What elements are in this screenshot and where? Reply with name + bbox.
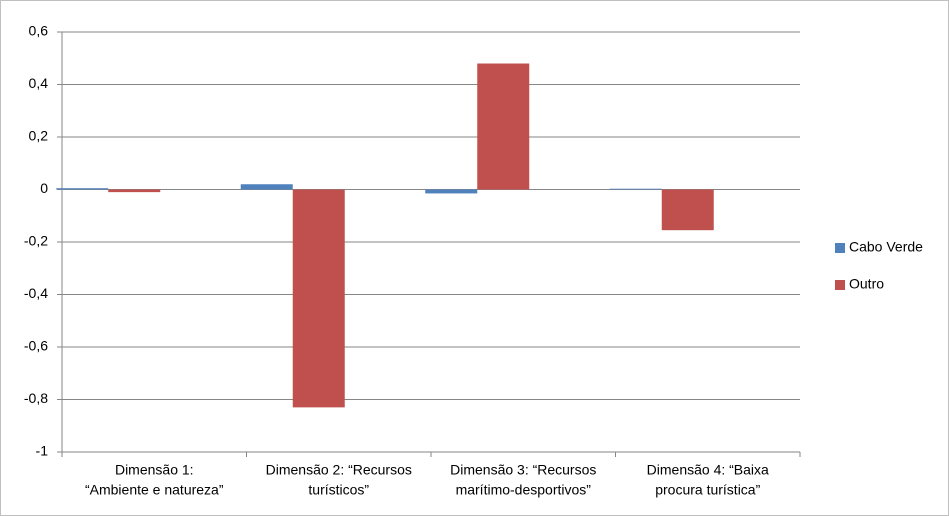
bar xyxy=(425,189,478,194)
bar xyxy=(609,188,662,190)
y-tick-label: 0,6 xyxy=(29,23,49,39)
x-tick-label: Dimensão 2: “Recursos xyxy=(266,462,412,478)
y-tick-label: -0,8 xyxy=(24,390,48,406)
y-tick-label: -0,6 xyxy=(24,338,48,354)
x-tick-label: marítimo-desportivos” xyxy=(456,482,592,498)
bar xyxy=(477,63,530,190)
bar xyxy=(661,189,714,231)
y-tick-label: 0,4 xyxy=(29,75,49,91)
bar xyxy=(56,188,109,190)
x-tick-label: “Ambiente e natureza” xyxy=(85,482,224,498)
bar xyxy=(240,184,293,190)
x-tick-label: Dimensão 3: “Recursos xyxy=(450,462,596,478)
bar xyxy=(292,189,345,408)
legend-label: Outro xyxy=(849,276,884,292)
x-tick-label: Dimensão 1: xyxy=(115,462,194,478)
bar xyxy=(108,189,161,193)
y-tick-label: -1 xyxy=(36,443,49,459)
legend-label: Cabo Verde xyxy=(849,239,923,255)
y-tick-label: -0,2 xyxy=(24,233,48,249)
legend-swatch xyxy=(835,280,845,290)
y-tick-label: 0 xyxy=(40,180,48,196)
x-tick-label: procura turística” xyxy=(655,482,760,498)
x-tick-label: turísticos” xyxy=(308,482,369,498)
legend-swatch xyxy=(835,243,845,253)
y-tick-label: 0,2 xyxy=(29,128,49,144)
x-tick-label: Dimensão 4: “Baixa xyxy=(647,462,769,478)
y-tick-label: -0,4 xyxy=(24,285,48,301)
